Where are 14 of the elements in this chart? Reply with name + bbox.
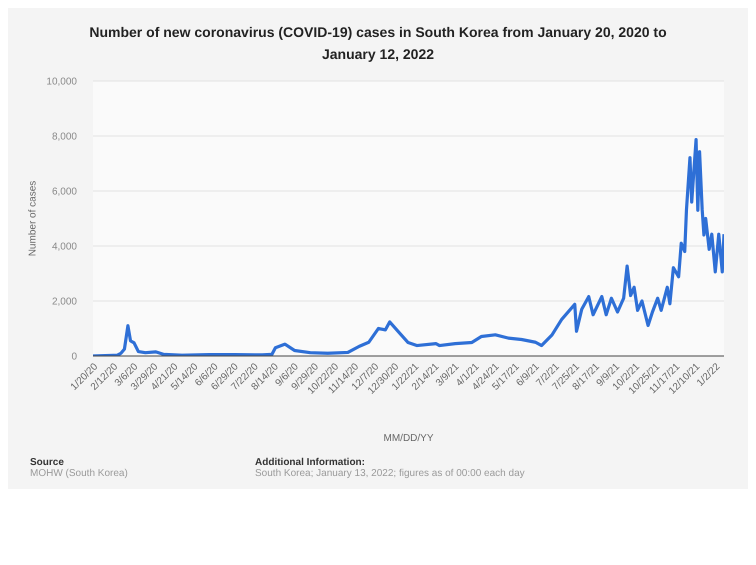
text: Additional Information: xyxy=(255,457,366,468)
y-tick-label: 6,000 xyxy=(52,186,78,198)
y-tick-label: 8,000 xyxy=(52,132,78,143)
line-series xyxy=(93,138,724,356)
chart-title: Number of new coronavirus (COVID-19) cases in South Korea from January 20, 2020 to January 12, 2022 xyxy=(88,23,668,64)
y-tick-label: 0 xyxy=(71,352,78,363)
y-tick-label: 2,000 xyxy=(52,296,78,308)
text: MOHW (South Korea) xyxy=(30,468,129,480)
x-axis-title: MM/DD/YY xyxy=(384,433,434,444)
text: South Korea; January 13, 2022; figures as of 00:00 each day xyxy=(255,468,525,480)
text: Source xyxy=(30,457,65,468)
y-tick-label: 4,000 xyxy=(52,242,78,253)
y-tick-label: 10,000 xyxy=(46,76,78,88)
y-axis-title: Number of cases xyxy=(28,181,39,257)
